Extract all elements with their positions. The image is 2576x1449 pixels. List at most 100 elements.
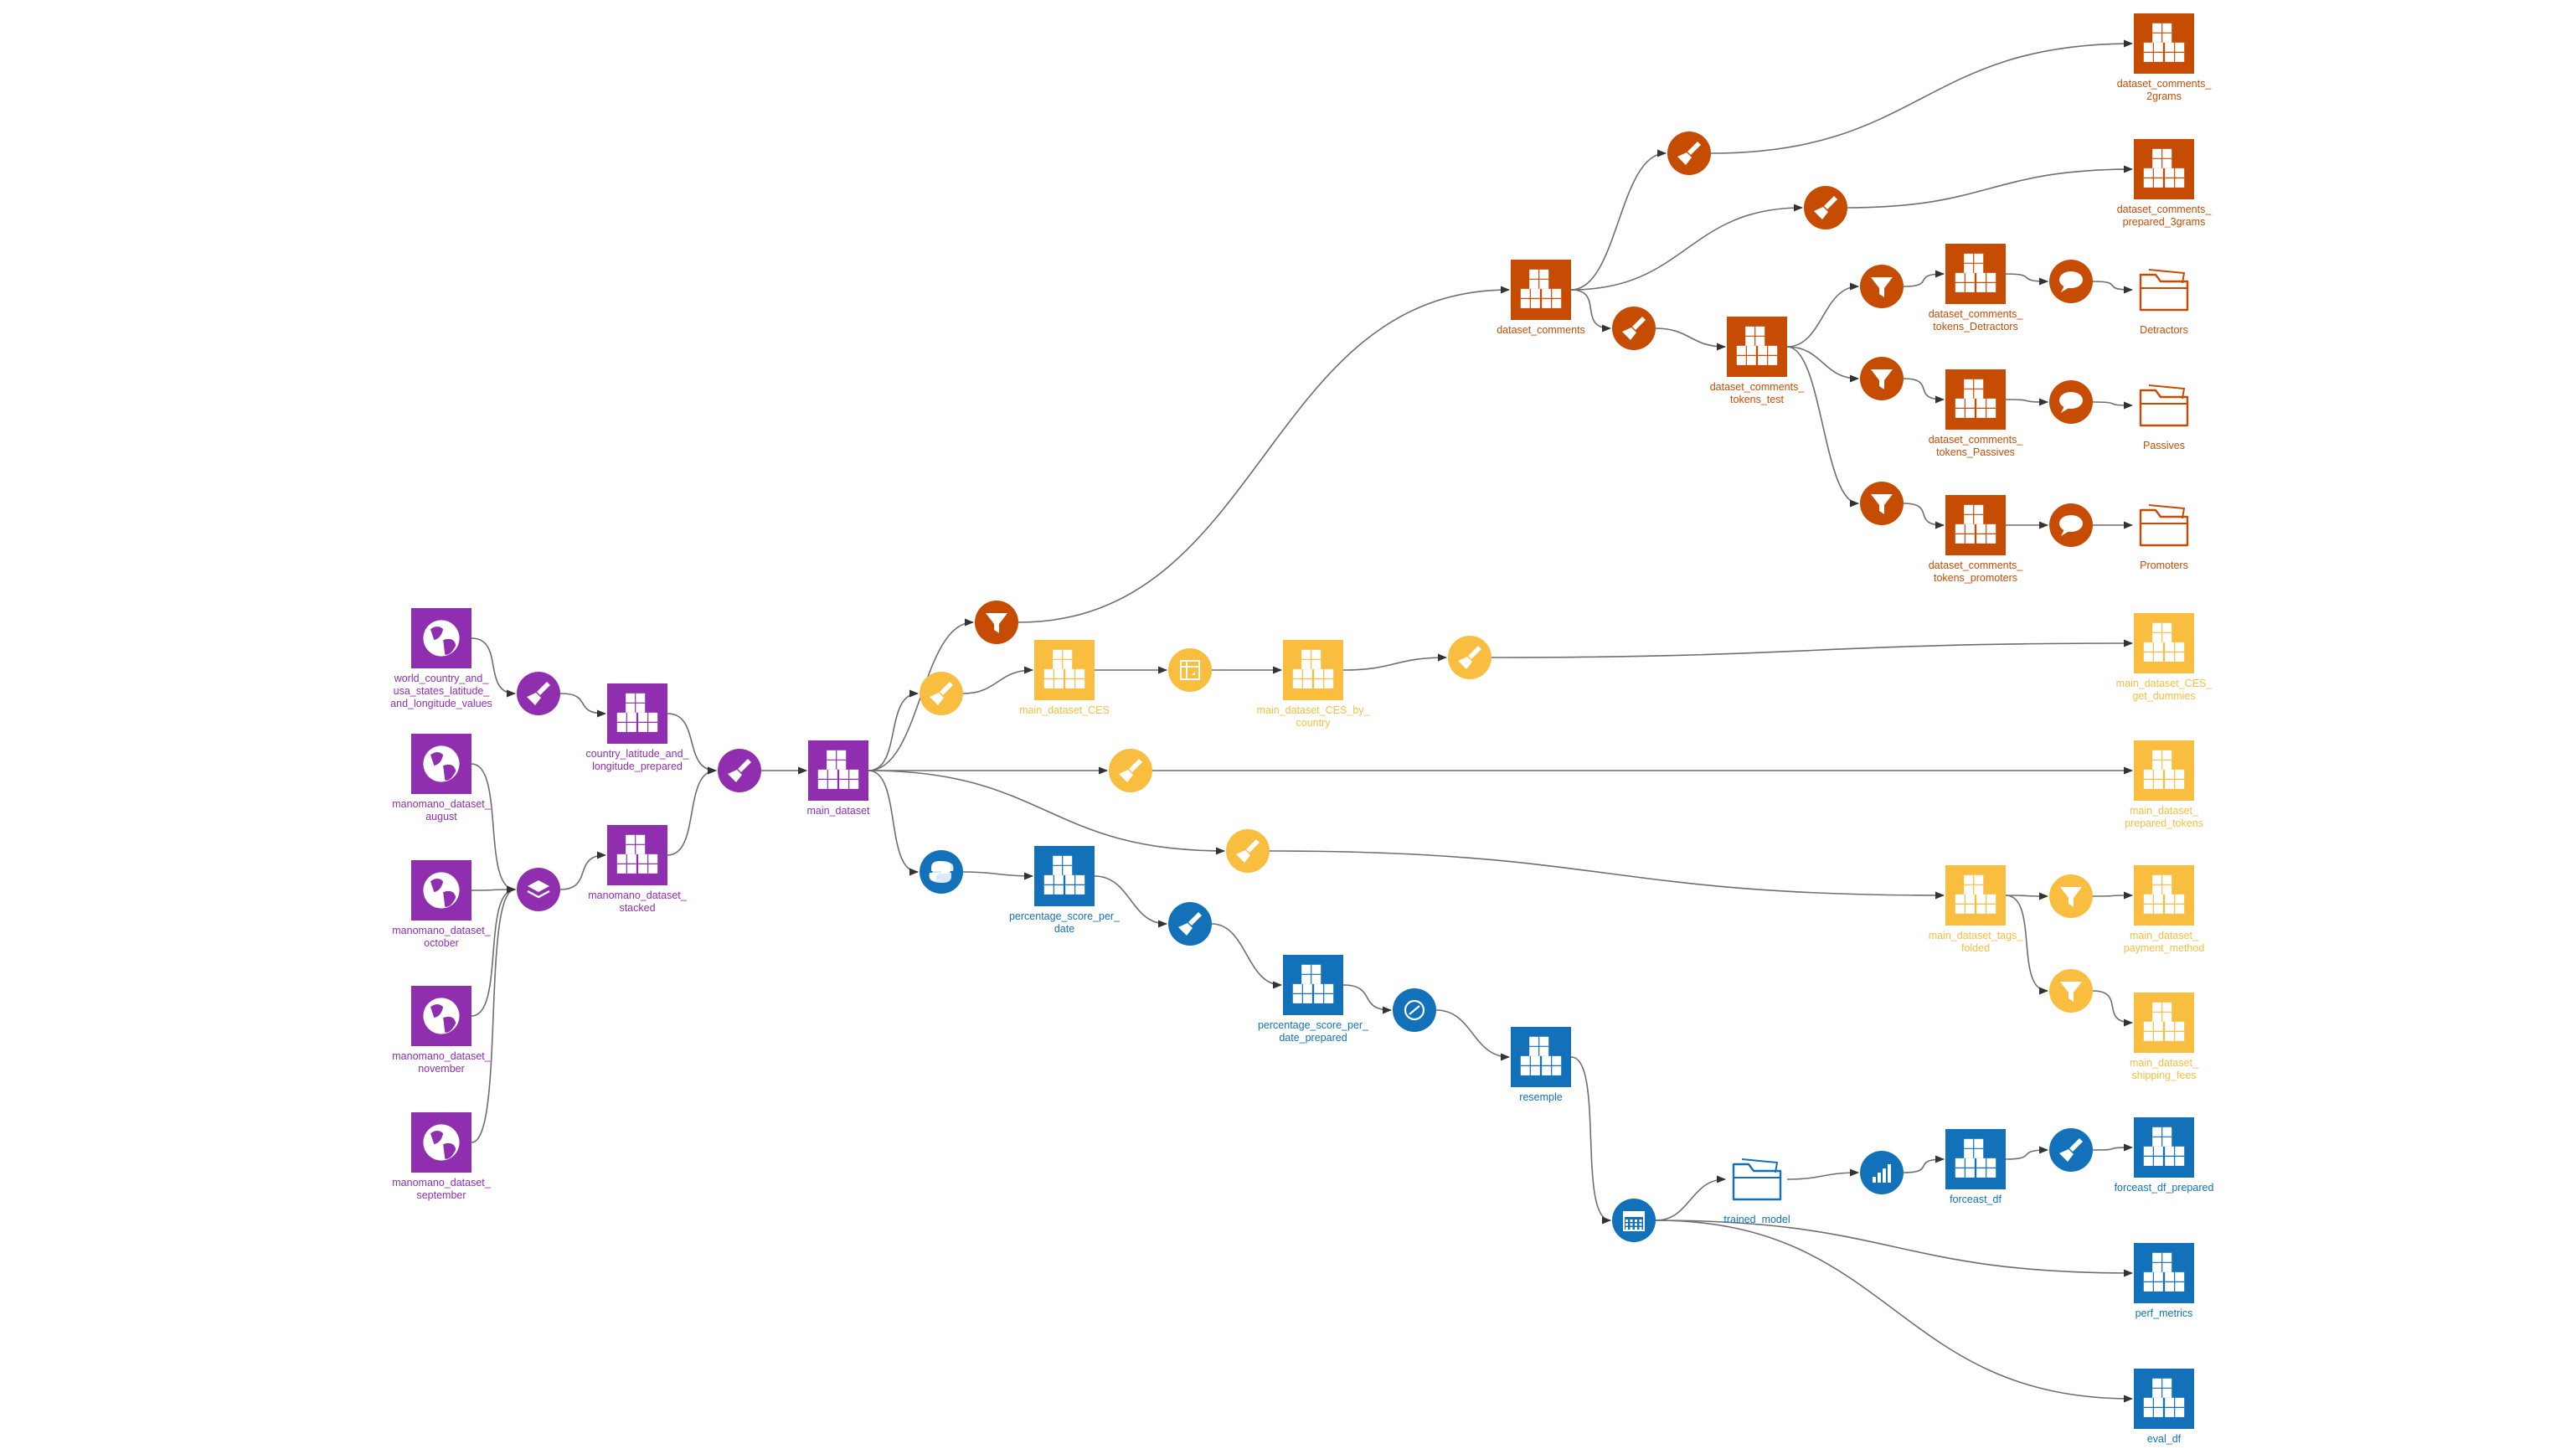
dataset-node-sep[interactable]: manomano_dataset_september (392, 1112, 492, 1201)
recipe-node-r_f_pay[interactable] (2049, 874, 2093, 918)
recipe-node-r_prep_dum[interactable] (1448, 636, 1492, 679)
cubes-icon (1043, 649, 1085, 688)
dataset-node-world[interactable]: world_country_and_usa_states_latitude_an… (390, 608, 492, 709)
dataset-node-ces_country[interactable]: main_dataset_CES_by_country (1257, 640, 1371, 729)
node-label: Passives (2143, 440, 2185, 451)
python-icon (929, 861, 954, 883)
dataset-node-shipping[interactable]: main_dataset_shipping_fees (2130, 993, 2199, 1081)
dataset-node-resemple[interactable]: resemple (1511, 1027, 1571, 1103)
dataset-node-tok_det[interactable]: dataset_comments_tokens_Detractors (1929, 244, 2024, 333)
dataset-node-oct[interactable]: manomano_dataset_october (392, 860, 492, 949)
recipe-node-r_s_pas[interactable] (2049, 380, 2093, 424)
cubes-icon (1955, 253, 1996, 292)
dataset-node-main[interactable]: main_dataset (806, 740, 870, 817)
folder-icon (2139, 504, 2189, 547)
edges-layer (471, 39, 2134, 1403)
filter-icon (1871, 277, 1893, 297)
dataset-node-ces[interactable]: main_dataset_CES (1019, 640, 1110, 716)
dataset-node-tok_pas[interactable]: dataset_comments_tokens_Passives (1929, 369, 2024, 458)
node-label: manomano_dataset_ (588, 890, 687, 901)
dataset-square (2134, 1369, 2194, 1429)
resample-icon (1404, 999, 1425, 1021)
node-label: shipping_fees (2131, 1070, 2196, 1081)
dataset-node-prep_tokens[interactable]: main_dataset_prepared_tokens (2125, 740, 2203, 829)
recipe-circle (1612, 1199, 1656, 1242)
globe-icon (423, 1124, 460, 1161)
filter-icon (2060, 887, 2082, 907)
brush-icon (930, 682, 953, 705)
recipe-node-r_f_pas[interactable] (1860, 357, 1904, 400)
node-label: main_dataset (806, 805, 870, 817)
pivot-icon (1180, 660, 1200, 680)
recipe-node-r_prep_tok[interactable] (1612, 307, 1656, 350)
dataset-node-eval[interactable]: eval_df (2134, 1369, 2194, 1445)
cubes-icon (2143, 23, 2185, 62)
recipe-node-r_forecast[interactable] (1612, 1199, 1656, 1242)
speech-icon (2059, 271, 2083, 292)
recipe-node-r_prep_fc[interactable] (2049, 1128, 2093, 1172)
recipe-node-r_prep_tokens[interactable] (1109, 749, 1152, 792)
edge-r_resample-to-resemple (1435, 1009, 1511, 1061)
recipe-node-r_prep_ces[interactable] (920, 672, 963, 715)
dataset-node-forecast_prep[interactable]: forceast_df_prepared (2115, 1117, 2214, 1194)
recipe-node-r_s_det[interactable] (2049, 260, 2093, 303)
recipe-node-r_pivot[interactable] (1168, 648, 1212, 692)
recipe-node-r_prep_3g[interactable] (1804, 186, 1847, 229)
recipe-node-r_predict[interactable] (1860, 1151, 1904, 1194)
recipe-node-r_stack[interactable] (517, 868, 560, 911)
recipe-node-r_resample[interactable] (1393, 988, 1436, 1032)
folder-node-model[interactable]: trained_model (1723, 1158, 1790, 1225)
edge-aug-to-r_stack (471, 763, 517, 894)
recipe-node-r_prep1[interactable] (517, 672, 560, 715)
folder-node-f_pas[interactable]: Passives (2139, 384, 2189, 451)
cubes-icon (2143, 1002, 2185, 1041)
node-label: september (416, 1189, 466, 1201)
nodes-layer: world_country_and_usa_states_latitude_an… (390, 13, 2213, 1445)
edge-world-to-r_prep1 (471, 637, 517, 698)
recipe-node-r_prep_pct[interactable] (1168, 902, 1212, 946)
dataset-node-clat[interactable]: country_latitude_and_longitude_prepared (585, 683, 690, 772)
dataset-node-payment[interactable]: main_dataset_payment_method (2124, 865, 2205, 954)
node-label: tokens_promoters (1934, 572, 2017, 584)
dataset-node-aug[interactable]: manomano_dataset_august (392, 734, 492, 822)
dataset-node-stacked[interactable]: manomano_dataset_stacked (588, 825, 688, 914)
speech-icon (2059, 392, 2083, 413)
node-label: prepared_tokens (2125, 817, 2203, 829)
recipe-node-r_s_pro[interactable] (2049, 503, 2093, 547)
recipe-node-r_python[interactable] (920, 850, 963, 894)
dataset-node-comments[interactable]: dataset_comments (1497, 260, 1585, 336)
dataset-node-c2g[interactable]: dataset_comments_2grams (2117, 13, 2213, 102)
recipe-node-r_prep_tags[interactable] (1226, 829, 1270, 873)
globe-icon (423, 872, 460, 909)
cubes-icon (1955, 1138, 1996, 1178)
dataset-node-nov[interactable]: manomano_dataset_november (392, 986, 492, 1075)
dataset-square (1945, 244, 2006, 304)
dataset-node-tokens_test[interactable]: dataset_comments_tokens_test (1710, 317, 1806, 405)
recipe-node-r_f_det[interactable] (1860, 265, 1904, 308)
node-label: eval_df (2147, 1433, 2182, 1445)
dataset-node-perf[interactable]: perf_metrics (2134, 1243, 2194, 1319)
dataset-node-tags[interactable]: main_dataset_tags_folded (1929, 865, 2024, 954)
bars-icon (1873, 1164, 1891, 1183)
recipe-node-r_prep2[interactable] (718, 749, 761, 792)
recipe-node-r_prep_2g[interactable] (1667, 131, 1711, 175)
node-label: august (425, 811, 457, 822)
edge-comments-to-r_prep_3g (1570, 204, 1804, 291)
edge-comments-to-r_prep_2g (1570, 149, 1667, 291)
dataset-node-ces_dummies[interactable]: main_dataset_CES_get_dummies (2116, 613, 2213, 702)
dataset-node-pct_prep[interactable]: percentage_score_per_date_prepared (1258, 955, 1369, 1044)
edge-main-to-r_python (868, 770, 920, 876)
dataset-node-pct[interactable]: percentage_score_per_date (1009, 846, 1121, 935)
node-label: prepared_3grams (2123, 216, 2206, 228)
recipe-node-r_f_ship[interactable] (2049, 969, 2093, 1013)
folder-node-f_pro[interactable]: Promoters (2139, 504, 2189, 571)
brush-icon (1236, 839, 1260, 863)
recipe-node-r_filter_top[interactable] (975, 601, 1018, 644)
dataset-node-forecast[interactable]: forceast_df (1945, 1129, 2006, 1205)
recipe-node-r_f_pro[interactable] (1860, 482, 1904, 525)
dataset-node-c3g[interactable]: dataset_comments_prepared_3grams (2117, 139, 2213, 228)
node-label: get_dummies (2132, 690, 2195, 702)
folder-node-f_det[interactable]: Detractors (2139, 269, 2189, 336)
edge-r_python-to-pct (962, 871, 1034, 880)
dataset-node-tok_pro[interactable]: dataset_comments_tokens_promoters (1929, 495, 2024, 584)
